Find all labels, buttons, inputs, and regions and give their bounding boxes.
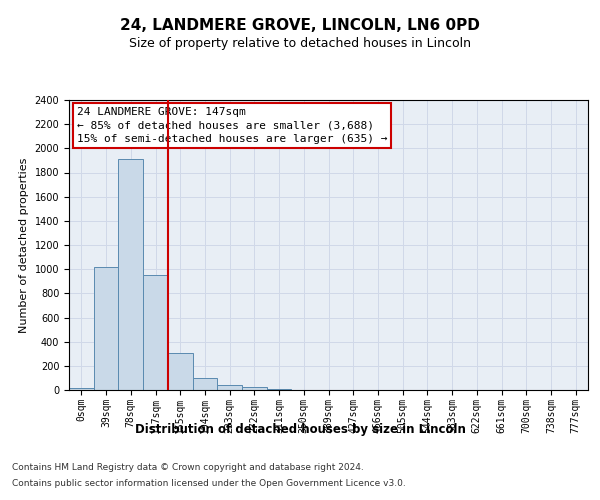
Text: 24, LANDMERE GROVE, LINCOLN, LN6 0PD: 24, LANDMERE GROVE, LINCOLN, LN6 0PD: [120, 18, 480, 32]
Text: Contains HM Land Registry data © Crown copyright and database right 2024.: Contains HM Land Registry data © Crown c…: [12, 462, 364, 471]
Text: Contains public sector information licensed under the Open Government Licence v3: Contains public sector information licen…: [12, 479, 406, 488]
Text: Size of property relative to detached houses in Lincoln: Size of property relative to detached ho…: [129, 38, 471, 51]
Bar: [94, 267, 118, 390]
Y-axis label: Number of detached properties: Number of detached properties: [19, 158, 29, 332]
Bar: [143, 275, 168, 390]
Text: Distribution of detached houses by size in Lincoln: Distribution of detached houses by size …: [134, 422, 466, 436]
Bar: [267, 389, 292, 390]
Bar: [69, 388, 94, 390]
Bar: [242, 387, 267, 390]
Bar: [168, 352, 193, 390]
Bar: [193, 378, 217, 390]
Text: 24 LANDMERE GROVE: 147sqm
← 85% of detached houses are smaller (3,688)
15% of se: 24 LANDMERE GROVE: 147sqm ← 85% of detac…: [77, 108, 387, 144]
Bar: [217, 384, 242, 390]
Bar: [118, 159, 143, 390]
